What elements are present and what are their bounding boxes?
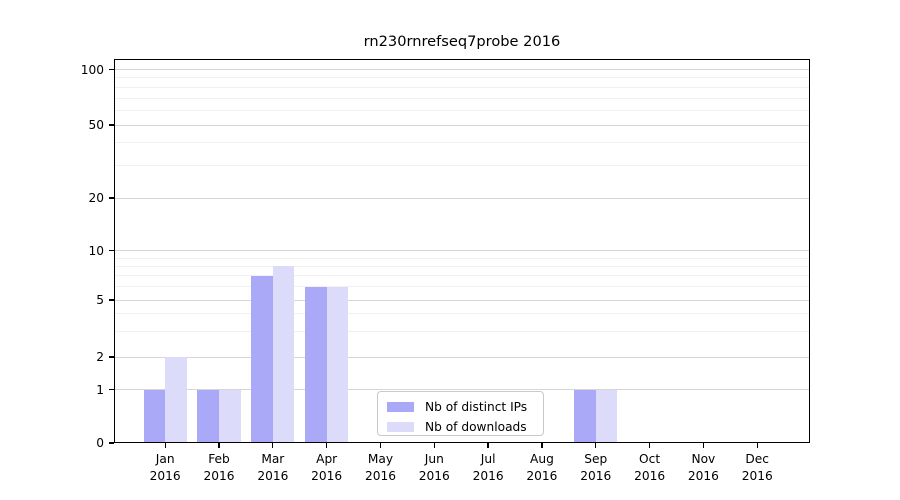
gridline-minor-70 [114,97,810,99]
y-tick-5 [109,299,114,301]
bar-distinct-ips-apr [305,286,327,443]
bar-distinct-ips-feb [197,389,219,443]
x-tick-label-jan: Jan 2016 [149,452,181,483]
gridline-minor-40 [114,142,810,144]
x-tick-label-mar: Mar 2016 [257,452,289,483]
x-tick-feb [218,443,220,448]
y-tick-20 [109,197,114,199]
gridline-major-100 [114,69,810,70]
y-tick-100 [109,68,114,71]
legend-item-distinct-ips: Nb of distinct IPs [387,399,534,415]
gridline-minor-9 [114,257,810,259]
x-tick-mar [272,443,274,448]
x-tick-label-feb: Feb 2016 [203,452,235,483]
legend-label-distinct-ips: Nb of distinct IPs [425,400,528,414]
legend-swatch-downloads [387,422,414,432]
x-tick-jul [487,443,489,448]
x-tick-sep [595,443,597,448]
gridline-minor-30 [114,165,810,167]
gridline-minor-80 [114,86,810,88]
bar-downloads-jan [165,357,187,443]
legend-label-downloads: Nb of downloads [425,420,527,434]
gridline-major-5 [114,299,810,301]
y-tick-label-100: 100 [80,62,104,77]
y-tick-label-10: 10 [88,243,104,258]
gridline-minor-8 [114,265,810,267]
x-tick-may [379,443,382,448]
bar-distinct-ips-mar [251,275,273,443]
legend: Nb of distinct IPs Nb of downloads [377,391,544,436]
bar-downloads-sep [595,389,618,443]
y-tick-2 [109,356,114,358]
x-tick-label-jul: Jul 2016 [472,452,504,483]
gridline-major-2 [114,356,810,358]
x-tick-label-oct: Oct 2016 [634,452,666,483]
y-tick-1 [109,388,114,391]
x-tick-label-sep: Sep 2016 [580,452,612,483]
bar-downloads-feb [219,389,241,443]
x-tick-apr [326,443,328,448]
gridline-minor-60 [114,109,810,111]
gridline-minor-4 [114,313,810,315]
legend-item-downloads: Nb of downloads [387,419,534,435]
y-tick-label-20: 20 [88,191,104,205]
y-tick-10 [109,249,114,252]
x-tick-jan [164,443,166,448]
y-tick-label-50: 50 [88,118,104,132]
gridline-major-1 [114,389,810,390]
gridline-minor-7 [114,275,810,277]
y-tick-label-0: 0 [96,436,104,450]
gridline-minor-6 [114,286,810,288]
chart-title: rn230rnrefseq7probe 2016 [363,33,561,50]
bar-downloads-mar [272,266,295,443]
x-tick-nov [702,443,705,448]
x-tick-label-jun: Jun 2016 [418,452,450,483]
y-tick-label-1: 1 [96,382,104,397]
gridline-major-50 [114,124,810,126]
x-tick-label-apr: Apr 2016 [311,452,343,483]
gridline-major-20 [114,197,810,199]
bar-distinct-ips-sep [574,389,596,443]
x-tick-dec [756,443,758,448]
x-tick-label-may: May 2016 [364,452,396,483]
y-tick-label-2: 2 [96,350,104,364]
gridline-minor-3 [114,331,810,333]
plot-area [114,59,810,443]
gridline-minor-90 [114,77,810,79]
x-tick-label-nov: Nov 2016 [687,452,719,483]
x-tick-label-aug: Aug 2016 [526,452,558,483]
y-tick-50 [109,124,114,126]
bar-downloads-apr [326,286,349,443]
x-tick-jun [433,443,435,448]
bar-distinct-ips-jan [143,389,166,443]
legend-swatch-distinct-ips [387,402,414,412]
gridline-major-10 [114,250,810,251]
x-tick-aug [541,443,543,448]
x-tick-label-dec: Dec 2016 [741,452,773,483]
y-tick-0 [109,442,114,444]
y-tick-label-5: 5 [96,293,104,307]
x-tick-oct [648,443,651,448]
